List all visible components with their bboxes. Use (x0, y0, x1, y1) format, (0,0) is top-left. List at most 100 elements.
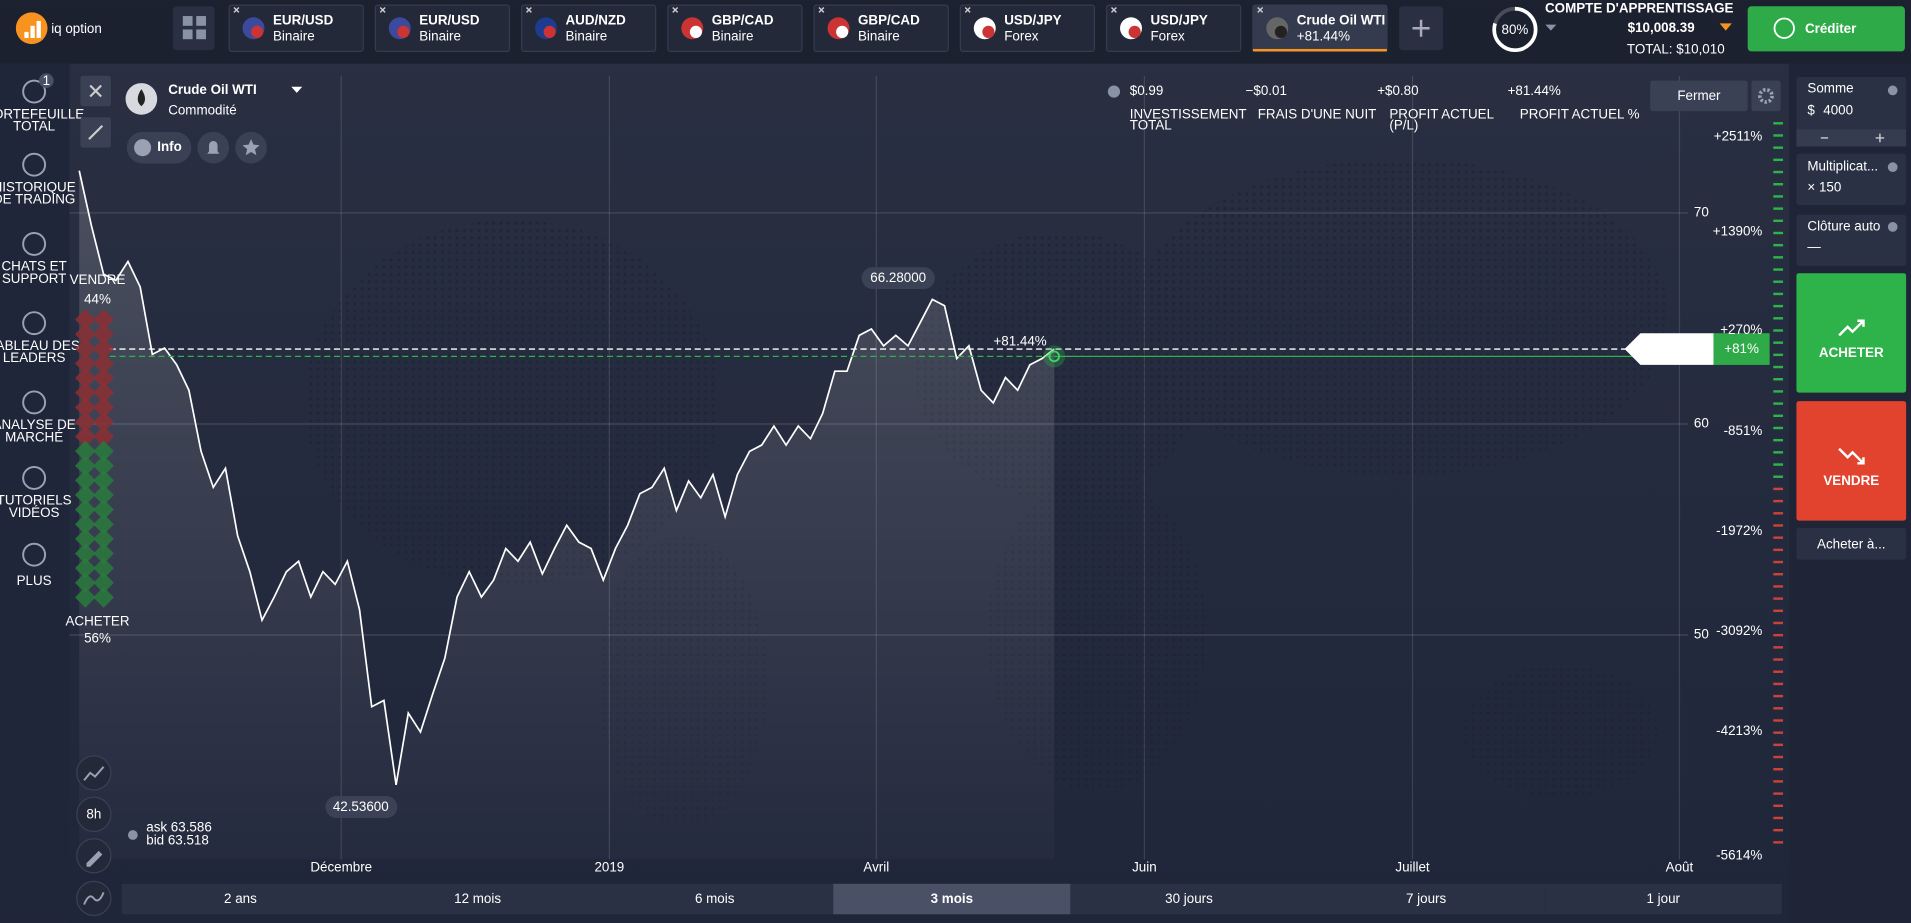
tab-close[interactable] (525, 6, 532, 13)
risk-tick (1773, 231, 1784, 235)
bell-icon (207, 140, 220, 154)
tab-close[interactable] (1257, 6, 1264, 13)
period-button[interactable] (1307, 883, 1545, 915)
balance-arrow[interactable] (1719, 23, 1732, 31)
buy-button[interactable] (1796, 273, 1907, 393)
x-tick-label: Août (1666, 860, 1694, 875)
sidebar-label: SUPPORT (2, 271, 67, 286)
sentiment-diamond (93, 499, 114, 520)
deposit-button[interactable] (1747, 6, 1905, 52)
sidebar-icon[interactable] (22, 311, 47, 336)
risk-tick (1773, 268, 1784, 271)
risk-tick (1773, 183, 1784, 186)
period-button[interactable] (359, 883, 597, 915)
asset-tab[interactable] (374, 4, 511, 53)
asset-tab[interactable] (813, 4, 949, 53)
apps-button[interactable] (173, 6, 215, 51)
buy-at-button[interactable] (1796, 527, 1907, 560)
sidebar-icon[interactable] (22, 390, 47, 415)
risk-tick (1773, 609, 1784, 613)
risk-tick (1773, 146, 1784, 149)
sentiment-diamond (93, 470, 114, 491)
sidebar-icon[interactable] (22, 466, 47, 490)
sentiment-diamond (74, 587, 96, 608)
tool-button[interactable] (76, 796, 112, 832)
sell-sentiment-label: VENDRE (70, 272, 126, 287)
risk-tick (1773, 670, 1784, 673)
y-tick-label: 70 (1694, 204, 1709, 219)
auto-close-box[interactable] (1796, 214, 1907, 266)
amount-steps[interactable] (1796, 129, 1907, 147)
timeframe: 8h (86, 806, 101, 821)
tab-close[interactable] (379, 6, 386, 13)
tab-close[interactable] (818, 6, 825, 13)
asset-tab[interactable] (521, 4, 657, 53)
asset-dropdown[interactable] (291, 86, 303, 93)
period-button[interactable] (1070, 883, 1308, 915)
help-icon (1107, 85, 1121, 98)
risk-tick (1773, 841, 1784, 844)
tab-name: GBP/CAD (712, 12, 774, 27)
period-label: 30 jours (1165, 891, 1213, 906)
x-tick-label: Juillet (1395, 860, 1430, 875)
balance-total: TOTAL: $10,010 (1627, 42, 1725, 57)
period-button[interactable] (596, 883, 834, 915)
sidebar-label: ANALYSE DE (0, 417, 76, 432)
sentiment-diamond (74, 382, 96, 403)
tab-close[interactable] (672, 6, 679, 13)
sell-icon (1838, 447, 1865, 465)
risk-tick (1773, 243, 1784, 247)
sentiment-diamond (93, 396, 114, 418)
sentiment-diamond (74, 367, 96, 389)
help-icon (1887, 162, 1898, 173)
tab-flag-2 (689, 25, 702, 38)
risk-tick (1773, 658, 1784, 661)
asset-tab[interactable] (228, 4, 364, 53)
sidebar-icon[interactable] (22, 79, 47, 104)
price-line (78, 170, 1055, 785)
sentiment-diamond (93, 484, 114, 506)
y-tick-label: 50 (1694, 627, 1709, 642)
sell-button[interactable] (1796, 401, 1907, 521)
position-value: +$0.80 (1377, 83, 1418, 98)
settings-button[interactable] (1751, 80, 1781, 112)
period-button[interactable] (833, 883, 1071, 915)
risk-tick (1773, 597, 1784, 600)
sentiment-diamond (93, 382, 114, 403)
risk-tick (1773, 341, 1784, 344)
sidebar-icon[interactable] (22, 152, 47, 177)
asset-tab[interactable] (667, 4, 803, 53)
asset-tab[interactable] (959, 4, 1096, 53)
sentiment-diamond (74, 353, 96, 374)
tool-button[interactable] (76, 755, 112, 791)
sidebar-label: TABLEAU DES (0, 338, 80, 353)
risk-tick (1773, 170, 1784, 174)
risk-tick (1773, 694, 1784, 698)
close-position-button[interactable] (1650, 80, 1748, 112)
period-button[interactable] (1544, 883, 1782, 915)
help-icon (127, 830, 138, 840)
sidebar-icon[interactable] (22, 542, 47, 567)
tab-name: USD/JPY (1151, 12, 1208, 27)
tab-close[interactable] (964, 6, 971, 13)
y-tick-label: 60 (1694, 416, 1709, 431)
deposit-icon (1773, 17, 1795, 39)
buy-sentiment-label: ACHETER (66, 613, 130, 628)
tab-kind: Binaire (566, 28, 608, 43)
multiplier-box[interactable] (1796, 153, 1907, 205)
risk-tick (1773, 768, 1784, 771)
sidebar-label: DE TRADING (0, 192, 75, 207)
asset-tab[interactable] (1106, 4, 1242, 53)
percent-label: -4213% (1716, 723, 1762, 738)
tab-close[interactable] (233, 6, 240, 13)
ask: ask 63.586 (146, 819, 212, 834)
tab-close[interactable] (1110, 6, 1117, 13)
amount-box[interactable] (1796, 76, 1907, 147)
tab-kind: Binaire (712, 28, 754, 43)
risk-tick (1773, 122, 1784, 125)
timer-arrow[interactable] (1545, 24, 1557, 31)
sidebar-icon[interactable] (22, 232, 47, 256)
badge (39, 73, 54, 88)
period-button[interactable] (121, 883, 360, 915)
sentiment-diamond (93, 367, 114, 389)
